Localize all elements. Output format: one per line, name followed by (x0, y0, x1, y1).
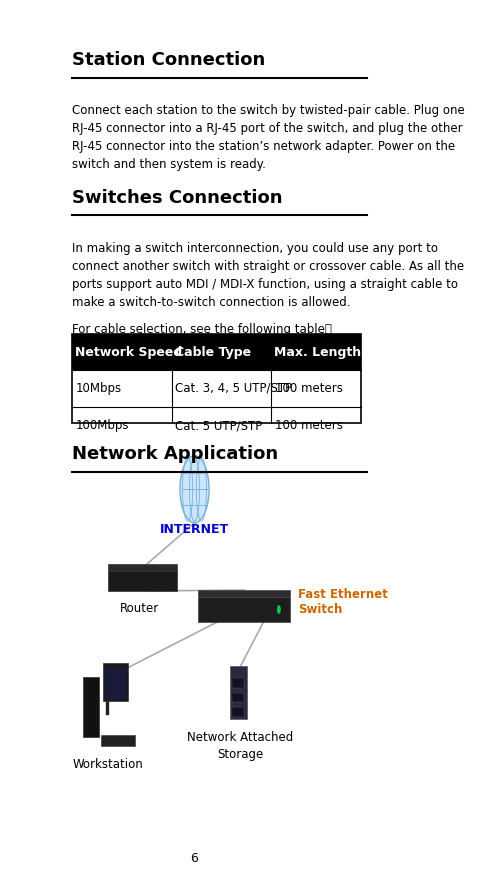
Circle shape (180, 456, 209, 522)
Bar (232, 707, 244, 716)
Bar (83, 676, 99, 737)
Text: Network Attached
Storage: Network Attached Storage (187, 731, 293, 761)
Text: Router: Router (120, 602, 159, 615)
Text: 100 meters: 100 meters (275, 382, 343, 395)
Bar (198, 597, 290, 622)
Bar (232, 678, 244, 688)
Text: Station Connection: Station Connection (72, 52, 265, 69)
Text: Switches Connection: Switches Connection (72, 189, 282, 206)
Bar (198, 590, 290, 597)
Text: 100 meters: 100 meters (275, 419, 343, 432)
Text: 6: 6 (191, 852, 198, 865)
Text: INTERNET: INTERNET (160, 522, 229, 536)
Circle shape (277, 605, 281, 614)
Bar (108, 564, 177, 571)
Bar (232, 692, 244, 702)
Text: Workstation: Workstation (73, 758, 143, 771)
Bar (72, 335, 361, 370)
Text: 100Mbps: 100Mbps (76, 419, 129, 432)
Text: Cat. 5 UTP/STP: Cat. 5 UTP/STP (175, 419, 262, 432)
Text: 10Mbps: 10Mbps (76, 382, 122, 395)
Text: In making a switch interconnection, you could use any port to
connect another sw: In making a switch interconnection, you … (72, 241, 464, 309)
Text: Connect each station to the switch by twisted-pair cable. Plug one
RJ-45 connect: Connect each station to the switch by tw… (72, 104, 465, 172)
Bar (106, 699, 109, 715)
Text: Fast Ethernet
Switch: Fast Ethernet Switch (298, 588, 388, 617)
Bar (100, 735, 135, 746)
Text: Cable Type: Cable Type (174, 345, 250, 359)
Text: Cat. 3, 4, 5 UTP/STP: Cat. 3, 4, 5 UTP/STP (175, 382, 293, 395)
Bar (230, 666, 247, 719)
Bar (108, 571, 177, 591)
Bar (72, 335, 361, 423)
Text: Max. Length: Max. Length (274, 345, 361, 359)
Bar (105, 667, 126, 699)
Bar (72, 370, 361, 407)
Text: For cable selection, see the following table：: For cable selection, see the following t… (72, 323, 332, 336)
Text: Network Speed: Network Speed (75, 345, 182, 359)
Bar (72, 407, 361, 444)
Bar (103, 662, 128, 701)
Text: Network Application: Network Application (72, 445, 278, 463)
